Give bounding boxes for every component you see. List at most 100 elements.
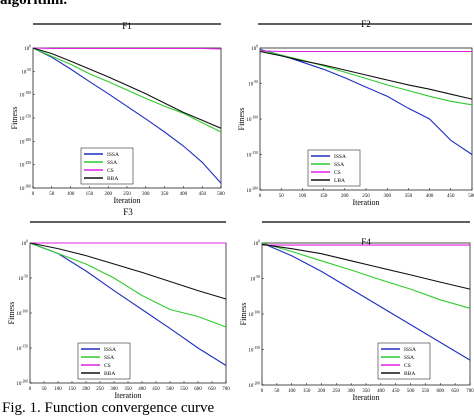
y-tick-label: 10-200 <box>19 138 31 146</box>
x-tick-label: 200 <box>341 194 349 199</box>
x-tick-label: 450 <box>198 192 206 197</box>
x-tick-label: 0 <box>261 389 264 394</box>
x-tick-label: 500 <box>407 389 415 394</box>
y-axis-label: Fitness <box>7 302 16 325</box>
y-tick-label: 100 <box>253 240 260 248</box>
x-tick-label: 100 <box>54 387 62 392</box>
x-tick-label: 250 <box>362 194 370 199</box>
y-tick-label: 10-250 <box>19 161 31 169</box>
x-tick-label: 150 <box>320 194 328 199</box>
figure-caption: Fig. 1. Function convergence curve <box>2 400 215 416</box>
y-tick-label: 10-100 <box>19 91 31 99</box>
x-tick-label: 650 <box>451 389 459 394</box>
y-tick-label: 10-50 <box>248 80 258 88</box>
y-tick-label: 10-150 <box>19 115 31 123</box>
x-tick-label: 300 <box>110 387 118 392</box>
x-tick-label: 450 <box>447 194 455 199</box>
series-line-issa <box>259 48 473 155</box>
x-tick-label: 700 <box>466 389 474 394</box>
x-tick-label: 150 <box>86 192 94 197</box>
chart-title: F1 <box>122 21 132 31</box>
x-tick-label: 400 <box>180 192 188 197</box>
legend: ISSA SSA CS BBA <box>377 342 431 380</box>
x-tick-label: 50 <box>42 387 48 392</box>
y-tick-label: 10-50 <box>250 275 260 283</box>
x-axis-label: Iteration <box>352 393 379 402</box>
x-tick-label: 250 <box>333 389 341 394</box>
y-tick-label: 10-150 <box>248 346 260 354</box>
chart-panel-f1: F1 0 50 100 150 200 250 300 350 400 450 500 100 10-50… <box>10 21 225 205</box>
series-line-bba <box>261 243 471 290</box>
series-line-bba <box>29 242 227 300</box>
y-tick-label: 10-200 <box>248 382 260 390</box>
legend: ISSA SSA CS BBA <box>77 342 131 380</box>
y-tick-label: 100 <box>21 240 28 248</box>
y-tick-label: 10-200 <box>16 380 28 388</box>
legend-label-ssa: SSA <box>107 160 117 166</box>
series-line-lba <box>259 50 473 100</box>
x-tick-label: 350 <box>124 387 132 392</box>
series-line-ssa <box>261 242 471 309</box>
y-tick-label: 10-100 <box>248 311 260 319</box>
x-tick-label: 250 <box>123 192 131 197</box>
x-tick-label: 650 <box>208 387 216 392</box>
y-tick-label: 100 <box>24 45 31 53</box>
header-fragment: algorithm. <box>0 0 68 8</box>
y-axis-label: Fitness <box>10 107 19 130</box>
legend-label-ssa: SSA <box>334 162 344 168</box>
legend-label-bba: BBA <box>104 371 115 377</box>
x-tick-label: 400 <box>426 194 434 199</box>
x-tick-label: 550 <box>180 387 188 392</box>
legend-label-ssa: SSA <box>104 355 114 361</box>
x-tick-label: 150 <box>68 387 76 392</box>
x-tick-label: 0 <box>29 387 32 392</box>
x-tick-label: 250 <box>96 387 104 392</box>
x-tick-label: 500 <box>166 387 174 392</box>
x-tick-label: 100 <box>299 194 307 199</box>
y-tick-label: 10-100 <box>246 116 258 124</box>
x-tick-label: 150 <box>303 389 311 394</box>
series-line-ssa <box>29 242 227 328</box>
x-tick-label: 500 <box>468 194 474 199</box>
chart-panel-f4: F4 0 50 100 150 200 250 300 350 400 450 500 550 600 65… <box>239 221 474 402</box>
x-tick-label: 450 <box>152 387 160 392</box>
legend-label-bba: BBA <box>404 371 415 377</box>
legend-label-lba: LBA <box>334 178 345 184</box>
x-tick-label: 350 <box>362 389 370 394</box>
series-line-ssa <box>32 47 222 133</box>
y-tick-label: 10-300 <box>19 185 31 193</box>
x-tick-label: 400 <box>138 387 146 392</box>
x-axis-label: Iteration <box>113 196 140 205</box>
x-tick-label: 200 <box>104 192 112 197</box>
series-line-cs <box>32 47 222 50</box>
x-tick-label: 500 <box>217 192 225 197</box>
x-tick-label: 50 <box>274 389 280 394</box>
legend-label-issa: ISSA <box>334 154 346 160</box>
x-tick-label: 700 <box>222 387 230 392</box>
x-tick-label: 200 <box>82 387 90 392</box>
chart-panel-f2: F2 0 50 100 150 200 250 300 350 400 450 500 100 10-50… <box>237 19 474 207</box>
x-axis-label: Iteration <box>114 391 141 400</box>
series-line-cs <box>259 50 472 53</box>
x-axis-label: Iteration <box>352 198 379 207</box>
y-tick-label: 10-50 <box>21 68 31 76</box>
legend-label-cs: CS <box>107 168 114 174</box>
x-tick-label: 100 <box>67 192 75 197</box>
legend-label-issa: ISSA <box>404 347 416 353</box>
x-tick-label: 300 <box>347 389 355 394</box>
x-tick-label: 300 <box>383 194 391 199</box>
y-tick-label: 100 <box>251 45 258 53</box>
series-line-bba <box>32 47 222 129</box>
legend-label-cs: CS <box>104 363 111 369</box>
series-line-issa <box>32 47 222 184</box>
y-tick-label: 10-200 <box>246 187 258 195</box>
y-tick-label: 10-150 <box>16 345 28 353</box>
chart-panel-f3: F3 0 50 100 150 200 250 300 350 400 450 500 550 600 65… <box>7 207 230 400</box>
x-tick-label: 400 <box>377 389 385 394</box>
x-tick-label: 550 <box>422 389 430 394</box>
x-tick-label: 200 <box>318 389 326 394</box>
x-tick-label: 350 <box>161 192 169 197</box>
plot-area-frame <box>259 47 473 191</box>
y-axis-label: Fitness <box>237 108 246 131</box>
